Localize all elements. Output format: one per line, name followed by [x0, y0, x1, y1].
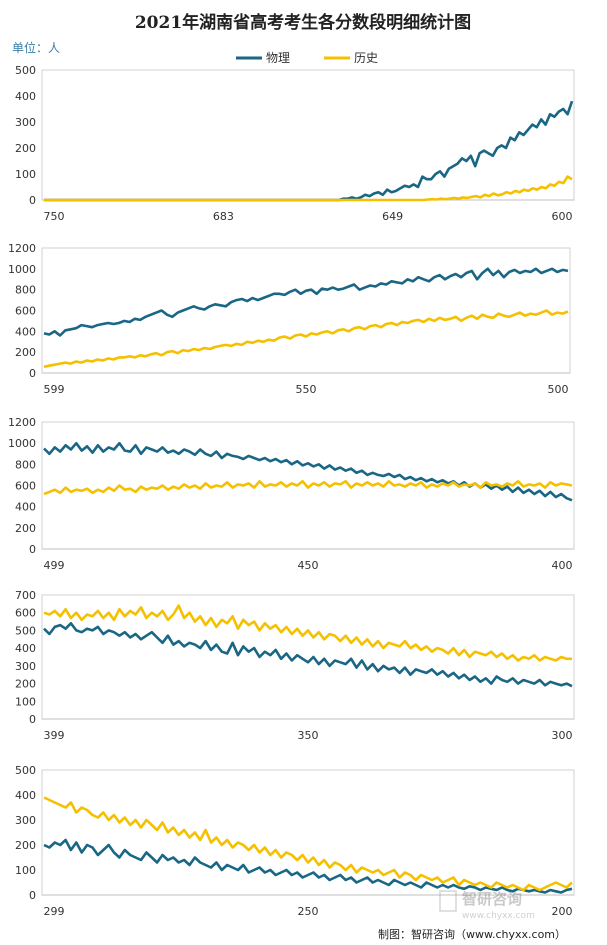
watermark-logo-icon [439, 890, 457, 912]
series-line-history [43, 604, 572, 662]
y-tick-label: 0 [29, 194, 36, 207]
y-tick-label: 0 [29, 889, 36, 902]
x-tick-label: 550 [296, 383, 317, 396]
series-line-history [43, 309, 569, 369]
series-line-history [43, 479, 573, 496]
y-tick-label: 200 [15, 346, 36, 359]
x-tick-label: 683 [213, 210, 234, 223]
y-tick-label: 600 [15, 305, 36, 318]
y-tick-label: 0 [29, 367, 36, 380]
y-tick-label: 500 [15, 624, 36, 637]
x-tick-label: 299 [44, 905, 65, 918]
y-tick-label: 300 [15, 814, 36, 827]
watermark-brand: 智研咨询 [462, 890, 522, 908]
x-tick-label: 300 [552, 729, 573, 742]
y-tick-label: 1000 [8, 263, 36, 276]
y-tick-label: 200 [15, 522, 36, 535]
chart-panels: 0 100 200 300 400 500 750 683 649 600 0 200 400 600 80… [8, 64, 575, 918]
y-tick-label: 100 [15, 168, 36, 181]
y-tick-label: 200 [15, 142, 36, 155]
x-tick-label: 450 [298, 559, 319, 572]
x-tick-label: 200 [552, 905, 573, 918]
chart-panel-3: 0 200 400 600 800 1000 1200 499 450 400 [8, 416, 575, 572]
y-tick-label: 0 [29, 713, 36, 726]
y-tick-label: 400 [15, 90, 36, 103]
y-tick-label: 200 [15, 678, 36, 691]
legend-label-physics: 物理 [266, 51, 290, 65]
y-tick-label: 100 [15, 864, 36, 877]
y-tick-label: 200 [15, 839, 36, 852]
y-tick-label: 700 [15, 589, 36, 602]
y-tick-label: 400 [15, 789, 36, 802]
x-tick-label: 250 [298, 905, 319, 918]
y-tick-label: 1200 [8, 416, 36, 429]
y-tick-label: 300 [15, 660, 36, 673]
x-tick-label: 400 [552, 559, 573, 572]
y-tick-label: 600 [15, 480, 36, 493]
y-tick-label: 100 [15, 695, 36, 708]
unit-label: 单位：人 [12, 40, 60, 55]
y-tick-label: 500 [15, 64, 36, 77]
y-tick-label: 1000 [8, 437, 36, 450]
x-tick-label: 499 [44, 559, 65, 572]
watermark-url: www.chyxx.com [462, 911, 535, 921]
series-line-history [43, 796, 573, 892]
y-tick-label: 500 [15, 764, 36, 777]
x-tick-label: 750 [44, 210, 65, 223]
chart-panel-1: 0 100 200 300 400 500 750 683 649 600 [15, 64, 575, 223]
y-tick-label: 800 [15, 458, 36, 471]
y-tick-label: 1200 [8, 242, 36, 255]
chart-panel-5: 0 100 200 300 400 500 299 250 200 [15, 764, 575, 918]
y-tick-label: 0 [29, 543, 36, 556]
y-tick-label: 600 [15, 607, 36, 620]
y-tick-label: 400 [15, 325, 36, 338]
x-tick-label: 599 [44, 383, 65, 396]
series-line-physics [43, 838, 573, 894]
chart-title: 2021年湖南省高考考生各分数段明细统计图 [135, 12, 471, 33]
watermark: 智研咨询 www.chyxx.com [439, 890, 535, 921]
x-tick-label: 649 [382, 210, 403, 223]
legend: 物理 历史 [236, 51, 378, 65]
series-line-physics [43, 267, 569, 337]
chart-panel-2: 0 200 400 600 800 1000 1200 599 550 500 [8, 242, 571, 396]
series-line-history [44, 175, 573, 202]
y-tick-label: 400 [15, 642, 36, 655]
y-tick-label: 300 [15, 116, 36, 129]
source-note: 制图：智研咨询（www.chyxx.com） [378, 927, 566, 941]
series-line-physics [43, 621, 573, 688]
y-tick-label: 800 [15, 284, 36, 297]
x-tick-label: 350 [298, 729, 319, 742]
legend-label-history: 历史 [354, 51, 378, 65]
chart-panel-4: 0 100 200 300 400 500 600 700 399 350 300 [15, 589, 575, 742]
y-tick-label: 400 [15, 501, 36, 514]
x-tick-label: 399 [44, 729, 65, 742]
x-tick-label: 600 [552, 210, 573, 223]
x-tick-label: 500 [548, 383, 569, 396]
